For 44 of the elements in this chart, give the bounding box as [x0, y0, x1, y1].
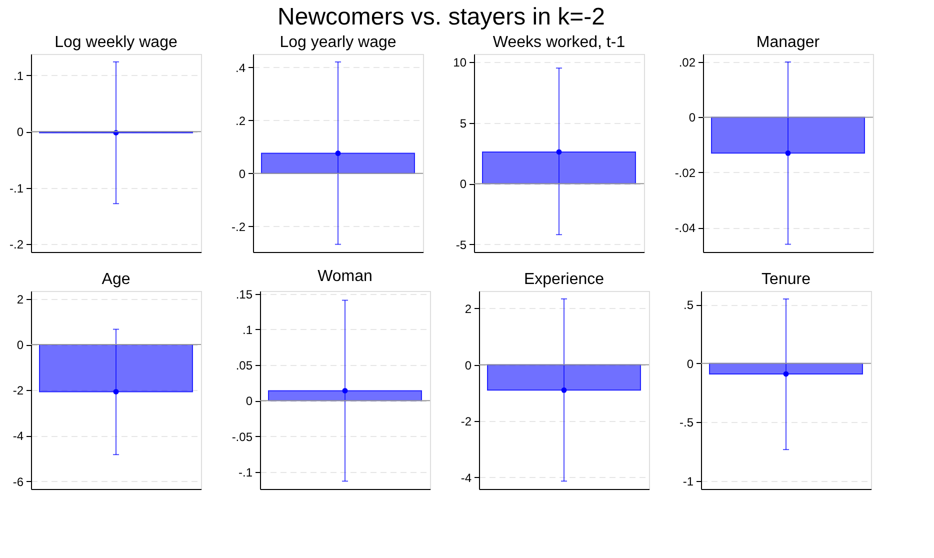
y-tick-label: .4: [235, 61, 246, 75]
y-tick-label: 10: [453, 56, 467, 70]
y-tick-label: 0: [688, 110, 696, 125]
y-tick-label: -.02: [674, 166, 696, 180]
chart-title: Experience: [524, 271, 604, 288]
y-tick-label: .1: [242, 322, 253, 337]
y-tick-label: -5: [456, 238, 467, 252]
chart-title: Woman: [318, 268, 372, 285]
y-tick-label: 0: [464, 358, 472, 372]
y-tick-label: .15: [236, 287, 253, 302]
y-tick-label: -4: [12, 429, 24, 444]
y-tick-label: 0: [686, 356, 694, 371]
y-tick-label: .2: [235, 114, 246, 128]
y-tick-label: 0: [238, 166, 246, 181]
y-tick-label: -.04: [674, 221, 696, 236]
y-tick-label: 5: [460, 116, 467, 130]
y-tick-label: .5: [683, 298, 694, 312]
y-tick-label: -.05: [232, 430, 253, 444]
y-tick-label: 0: [16, 338, 24, 352]
y-tick-label: .05: [236, 358, 253, 373]
y-tick-label: -1: [682, 474, 694, 488]
y-tick-label: -2: [460, 414, 472, 429]
chart-title: Log yearly wage: [280, 34, 396, 51]
y-tick-label: -4: [460, 470, 472, 485]
chart-title: Age: [102, 271, 130, 288]
chart-title: Tenure: [762, 271, 811, 288]
y-tick-label: .1: [13, 68, 24, 83]
y-tick-label: 2: [464, 302, 472, 316]
y-tick-label: -.2: [9, 238, 24, 252]
y-tick-label: -.1: [9, 181, 24, 196]
y-tick-label: -.1: [238, 465, 253, 480]
chart-title: Weeks worked, t-1: [492, 34, 626, 51]
chart-title: Log weekly wage: [54, 34, 178, 51]
y-tick-label: -2: [12, 384, 24, 398]
y-tick-label: -.5: [679, 416, 694, 430]
y-tick-label: 2: [16, 292, 24, 306]
y-tick-label: 0: [246, 394, 253, 408]
y-tick-label: 0: [16, 125, 24, 140]
y-tick-label: .02: [678, 56, 696, 70]
y-tick-label: -6: [12, 474, 24, 489]
chart-title: Manager: [756, 34, 820, 51]
y-tick-label: -.2: [231, 220, 246, 234]
text: Newcomers vs. stayers in k=-2: [278, 4, 605, 30]
y-tick-label: 0: [460, 177, 467, 192]
